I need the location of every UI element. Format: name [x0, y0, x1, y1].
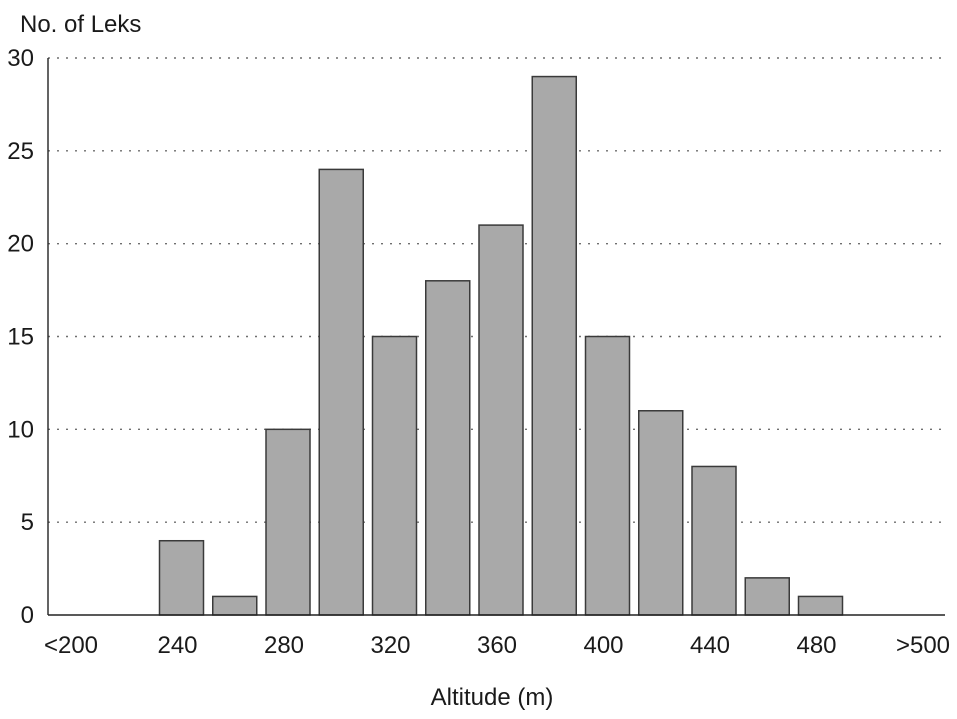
x-tick-label-440: 440: [690, 632, 730, 659]
bar-400: [584, 335, 631, 616]
x-tick-label-280: 280: [264, 632, 304, 659]
y-tick-label-5: 5: [21, 509, 34, 536]
x-tick-label-<200: <200: [44, 632, 98, 659]
y-tick-label-25: 25: [7, 138, 34, 165]
y-tick-label-0: 0: [21, 602, 34, 629]
bar-340: [425, 280, 471, 616]
bar-380: [531, 75, 577, 616]
x-tick-label->500: >500: [896, 632, 950, 659]
bar-240: [158, 539, 205, 616]
x-tick-label-320: 320: [370, 632, 410, 659]
x-tick-label-400: 400: [583, 632, 623, 659]
axes: [47, 58, 945, 616]
x-tick-label-240: 240: [157, 632, 197, 659]
bar-300: [318, 168, 364, 616]
y-tick-label-30: 30: [7, 45, 34, 72]
x-tick-label-480: 480: [796, 632, 836, 659]
bar-320: [371, 335, 418, 616]
bars: [158, 75, 844, 616]
bar-480: [797, 595, 844, 616]
x-axis-title: Altitude (m): [431, 684, 554, 711]
gridlines: [48, 57, 945, 523]
y-tick-label-10: 10: [7, 416, 34, 443]
x-tick-labels: <200 240 280 320 360 400 440 480 >500: [44, 632, 950, 659]
bar-460: [744, 577, 790, 616]
y-tick-label-20: 20: [7, 231, 34, 258]
bar-280: [265, 428, 311, 616]
y-tick-label-15: 15: [7, 324, 34, 351]
y-tick-labels: 0 5 10 15 20 25 30: [7, 45, 34, 629]
y-axis-title: No. of Leks: [20, 11, 141, 38]
bar-420: [638, 410, 684, 616]
bar-440: [691, 465, 737, 616]
bar-260: [212, 595, 258, 616]
bar-360: [478, 224, 524, 616]
x-tick-label-360: 360: [477, 632, 517, 659]
